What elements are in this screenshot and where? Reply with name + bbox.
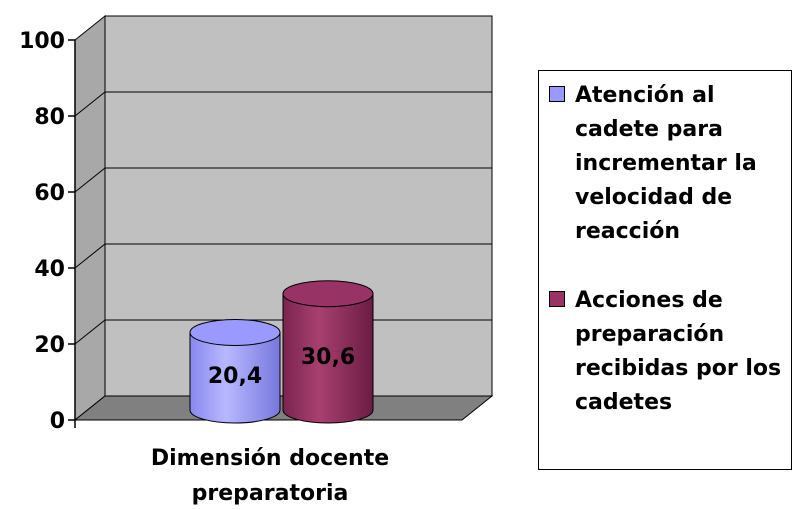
legend-item-series-1: Atención al cadete para incrementar la v… — [549, 79, 789, 249]
bar-top-series-2 — [282, 280, 374, 308]
gridline — [74, 167, 492, 193]
y-tick-label: 20 — [34, 333, 65, 358]
bar-body-series-2 — [282, 293, 374, 424]
legend: Atención al cadete para incrementar la v… — [538, 70, 792, 470]
category-label-line-1: Dimensión docente — [151, 446, 389, 471]
legend-swatch-series-1 — [549, 86, 565, 102]
legend-label-series-1: Atención al cadete para incrementar la v… — [575, 83, 757, 244]
data-label-series-1: 20,4 — [208, 364, 262, 389]
bar-series-1: 20,4 — [189, 318, 281, 424]
category-label-line-2: preparatoria — [192, 481, 349, 506]
chart-side-wall — [74, 14, 106, 422]
y-axis: 0 20 40 60 80 100 — [19, 29, 76, 434]
y-tick-label: 80 — [34, 105, 65, 130]
y-tick-label: 100 — [19, 29, 65, 54]
y-tick-label: 60 — [34, 181, 65, 206]
legend-label-series-2: Acciones de preparación recibidas por lo… — [575, 288, 782, 415]
legend-item-series-2: Acciones de preparación recibidas por lo… — [549, 284, 789, 420]
y-tick-label: 0 — [50, 409, 65, 434]
legend-swatch-series-2 — [549, 291, 565, 307]
bars: 20,4 30,6 — [189, 280, 374, 424]
gridline — [74, 243, 492, 269]
y-tick-label: 40 — [34, 257, 65, 282]
gridline — [74, 91, 492, 117]
bar-top-series-1 — [189, 318, 281, 346]
bar-series-2: 30,6 — [282, 280, 374, 424]
bar-body-series-1 — [189, 331, 281, 424]
data-label-series-2: 30,6 — [301, 345, 355, 370]
